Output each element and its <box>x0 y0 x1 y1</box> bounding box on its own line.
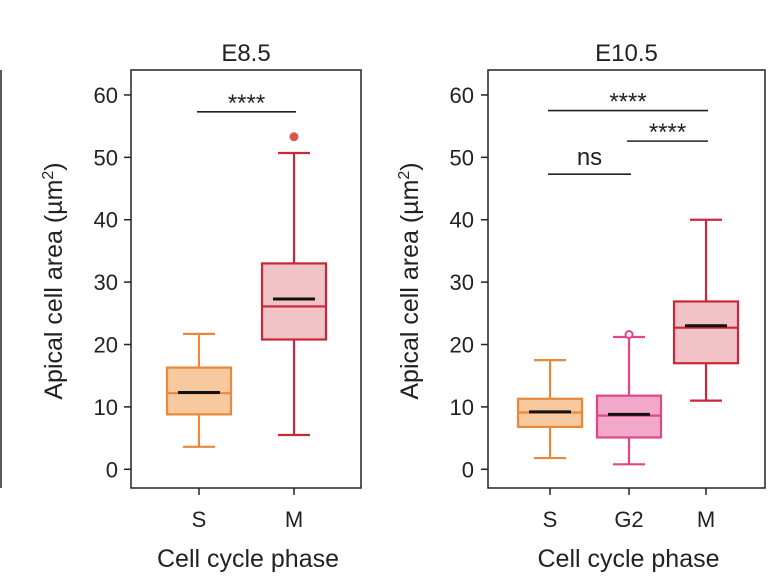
y-tick-label: 20 <box>94 333 118 358</box>
y-tick-label: 60 <box>450 83 474 108</box>
y-tick-label: 0 <box>106 457 118 482</box>
significance-label: **** <box>649 119 686 146</box>
y-tick-label: 50 <box>94 145 118 170</box>
outlier-point <box>289 132 299 142</box>
y-tick-label: 60 <box>94 83 118 108</box>
y-tick-label: 30 <box>450 270 474 295</box>
x-axis-label: Cell cycle phase <box>157 545 339 573</box>
significance-label: ns <box>577 144 602 171</box>
y-axis-label: Apical cell area (µm2) <box>40 162 68 399</box>
significance-label: **** <box>609 89 646 116</box>
box-iqr <box>165 366 233 416</box>
box-iqr <box>672 300 740 365</box>
significance-label: **** <box>228 90 265 117</box>
y-tick-label: 0 <box>462 457 474 482</box>
x-tick-label: M <box>285 507 303 532</box>
x-tick-label: M <box>697 507 715 532</box>
y-tick-label: 20 <box>450 333 474 358</box>
plot-frame <box>130 69 362 489</box>
panel-title: E8.5 <box>221 40 270 67</box>
y-axis-label: Apical cell area (µm2) <box>396 162 424 399</box>
panel-title: E10.5 <box>595 40 658 67</box>
y-tick-label: 50 <box>450 145 474 170</box>
y-tick-label: 10 <box>450 395 474 420</box>
outlier-point <box>624 330 634 340</box>
y-tick-label: 30 <box>94 270 118 295</box>
x-axis-label: Cell cycle phase <box>537 545 719 573</box>
plot-frame <box>487 69 766 489</box>
box-iqr <box>260 262 328 341</box>
x-tick-label: S <box>192 507 207 532</box>
y-tick-label: 40 <box>450 208 474 233</box>
y-tick-label: 40 <box>94 208 118 233</box>
y-tick-label: 10 <box>94 395 118 420</box>
x-tick-label: G2 <box>614 507 643 532</box>
x-tick-label: S <box>543 507 558 532</box>
